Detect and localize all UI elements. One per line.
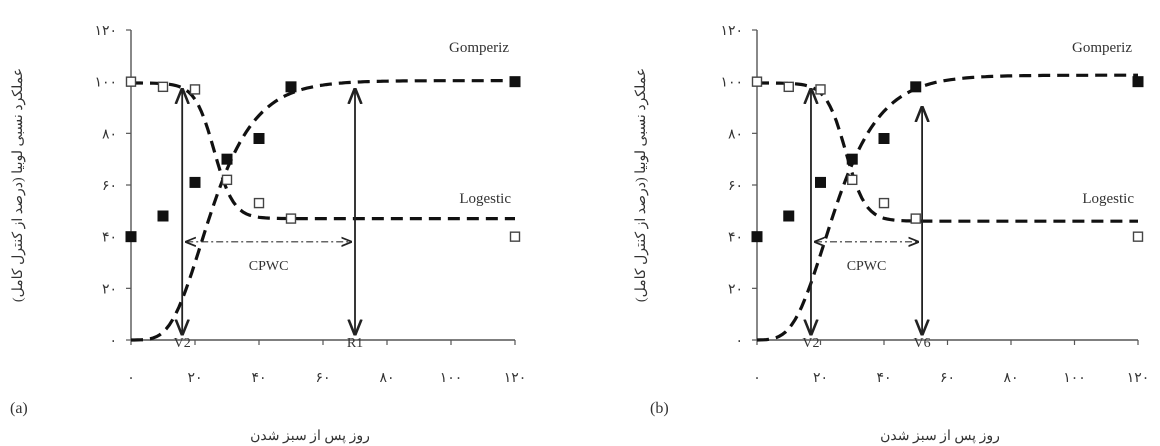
logistic-fit-curve (131, 81, 515, 221)
x-tick-label: ۴۰ (876, 371, 891, 386)
gompertz-data-point (125, 231, 137, 243)
x-tick-label: ۱۰۰ (440, 371, 463, 386)
gompertz-data-point (751, 231, 763, 243)
x-tick-label: ۱۰۰ (1063, 371, 1086, 386)
gompertz-data-point (157, 210, 169, 222)
y-tick-label: ۰ (735, 334, 743, 349)
logistic-data-point (253, 197, 265, 209)
y-tick-label: ۶۰ (728, 179, 743, 194)
logistic-data-point (751, 76, 763, 87)
logistic-data-point (815, 84, 826, 95)
logistic-data-point (783, 81, 794, 93)
y-tick-label: ۰ (109, 334, 117, 349)
stage-label-v6: V6 (914, 336, 931, 351)
x-tick-label: ۲۰ (813, 371, 828, 386)
logistic-data-point (878, 197, 890, 209)
stage-label-v2: V2 (802, 336, 819, 351)
logistic-data-point (125, 76, 137, 87)
y-tick-label: ۱۲۰ (720, 24, 743, 39)
panel-label: (b) (650, 400, 669, 417)
y-tick-label: ۲۰ (728, 282, 743, 297)
logistic-data-point (157, 81, 169, 93)
y-tick-label: ۱۰۰ (720, 76, 743, 91)
chart-panel-a: ۰ ۲۰ ۴۰ ۶۰ ۸۰ ۱۰۰ ۱۲۰ ۰ ۲۰ ۴۰ ۶۰ ۸۰ ۱۰۰ ۱۲۰ Gomperiz Lo… (10, 24, 526, 444)
logistic-data-point (847, 174, 858, 186)
logistic-data-point (221, 174, 233, 186)
stage-label-r1: R1 (347, 336, 363, 351)
logistic-fit-curve (757, 81, 1138, 223)
x-tick-label: ۶۰ (315, 371, 330, 386)
y-tick-label: ۸۰ (728, 127, 743, 142)
gompertz-fit-curve (131, 79, 515, 342)
x-tick-label: ۸۰ (379, 371, 394, 386)
gompertz-data-point (285, 81, 297, 93)
y-tick-label: ۱۲۰ (94, 24, 117, 39)
y-tick-label: ۸۰ (102, 127, 117, 142)
gompertz-data-point (1132, 76, 1144, 88)
gompertz-data-point (878, 133, 890, 144)
y-tick-label: ۴۰ (102, 231, 117, 246)
chart-panel-b: ۰ ۲۰ ۴۰ ۶۰ ۸۰ ۱۰۰ ۱۲۰ ۰ ۲۰ ۴۰ ۶۰ ۸۰ ۱۰۰ ۱۲۰ Gomperiz Lo… (634, 24, 1149, 444)
x-tick-label: ۱۲۰ (504, 371, 527, 386)
series-label-logistic: Logestic (459, 191, 511, 207)
gompertz-data-point (189, 176, 201, 188)
logistic-data-point (189, 84, 201, 95)
series-label-gompertz: Gomperiz (449, 40, 509, 56)
cpwc-label: CPWC (847, 259, 887, 274)
x-tick-label: ۱۲۰ (1127, 371, 1150, 386)
y-axis-title: عملکرد نسبی لوبیا (درصد از کنترل کامل) (11, 68, 26, 302)
x-tick-label: ۰ (127, 371, 135, 386)
y-tick-label: ۲۰ (102, 282, 117, 297)
logistic-data-point (910, 213, 921, 224)
y-tick-label: ۶۰ (102, 179, 117, 194)
series-label-gompertz: Gomperiz (1072, 40, 1132, 56)
x-axis-title: روز پس از سبز شدن (250, 429, 370, 444)
cpwc-label: CPWC (249, 259, 289, 274)
x-tick-label: ۲۰ (187, 371, 202, 386)
series-label-logistic: Logestic (1082, 191, 1134, 207)
x-axis-title: روز پس از سبز شدن (880, 429, 1000, 444)
gompertz-data-point (846, 153, 858, 165)
stage-label-v2: V2 (174, 336, 191, 351)
y-axis-title: عملکرد نسبی لوبیا (درصد از کنترل کامل) (634, 68, 649, 302)
gompertz-data-point (910, 81, 922, 93)
y-tick-label: ۱۰۰ (94, 76, 117, 91)
x-tick-label: ۴۰ (251, 371, 266, 386)
gompertz-data-point (221, 153, 233, 165)
x-tick-label: ۸۰ (1003, 371, 1018, 386)
panel-label: (a) (10, 400, 28, 417)
x-tick-label: ۶۰ (940, 371, 955, 386)
x-tick-label: ۰ (753, 371, 761, 386)
logistic-data-point (285, 213, 297, 224)
gompertz-fit-curve (756, 73, 1138, 342)
logistic-data-point (509, 231, 521, 242)
gompertz-data-point (815, 176, 826, 188)
gompertz-data-point (253, 133, 265, 144)
gompertz-data-point (783, 210, 795, 222)
y-tick-label: ۴۰ (728, 231, 743, 246)
logistic-data-point (1132, 231, 1144, 242)
gompertz-data-point (509, 76, 521, 88)
